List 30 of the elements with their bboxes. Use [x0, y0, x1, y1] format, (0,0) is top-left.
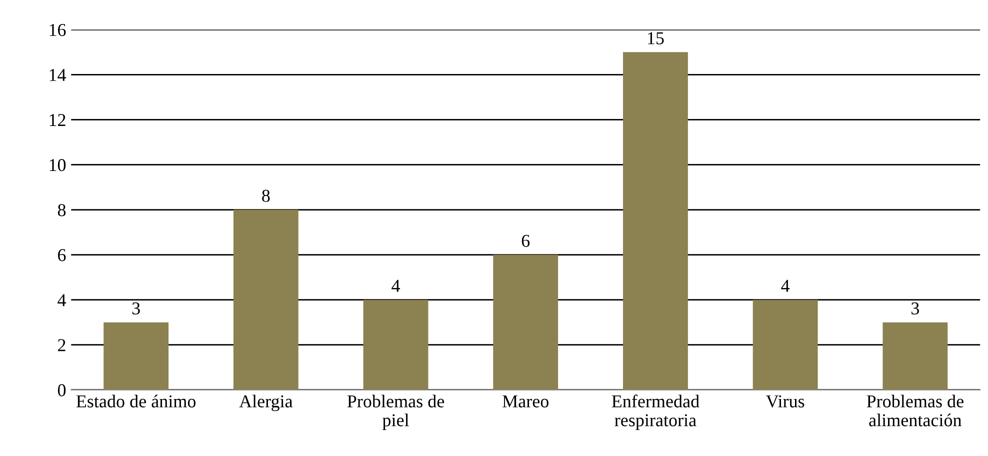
data-label: 8 — [262, 190, 270, 202]
data-label: 3 — [132, 302, 140, 314]
y-tick-label: 14 — [50, 69, 66, 81]
data-label: 3 — [912, 302, 919, 314]
x-tick-label: Virus — [766, 395, 804, 408]
data-label: 15 — [648, 32, 664, 44]
bar — [882, 322, 948, 390]
y-tick-label: 16 — [50, 24, 66, 36]
x-tick-label: Mareo — [502, 395, 548, 408]
bar — [752, 300, 818, 390]
x-tick-label: Problemas de piel — [347, 394, 444, 430]
bar — [623, 52, 688, 390]
x-tick-label: Alergia — [239, 394, 293, 412]
y-tick-label: 10 — [50, 158, 66, 172]
data-label: 4 — [392, 280, 400, 292]
x-tick-label: Enfermedad respiratoria — [612, 394, 700, 430]
y-tick-label: 0 — [58, 384, 66, 396]
bar — [104, 322, 169, 390]
bar — [363, 300, 428, 390]
y-tick-label: 2 — [58, 339, 66, 352]
y-tick-label: 12 — [50, 114, 66, 126]
bar — [233, 210, 298, 390]
data-label: 6 — [522, 234, 530, 247]
y-tick-label: 8 — [58, 204, 66, 216]
y-tick-label: 4 — [58, 294, 66, 306]
bar — [493, 254, 558, 390]
y-tick-label: 6 — [58, 249, 66, 262]
data-label: 4 — [781, 280, 790, 292]
x-tick-label: Problemas de alimentación — [866, 394, 964, 426]
x-tick-label: Estado de ánimo — [76, 394, 196, 408]
